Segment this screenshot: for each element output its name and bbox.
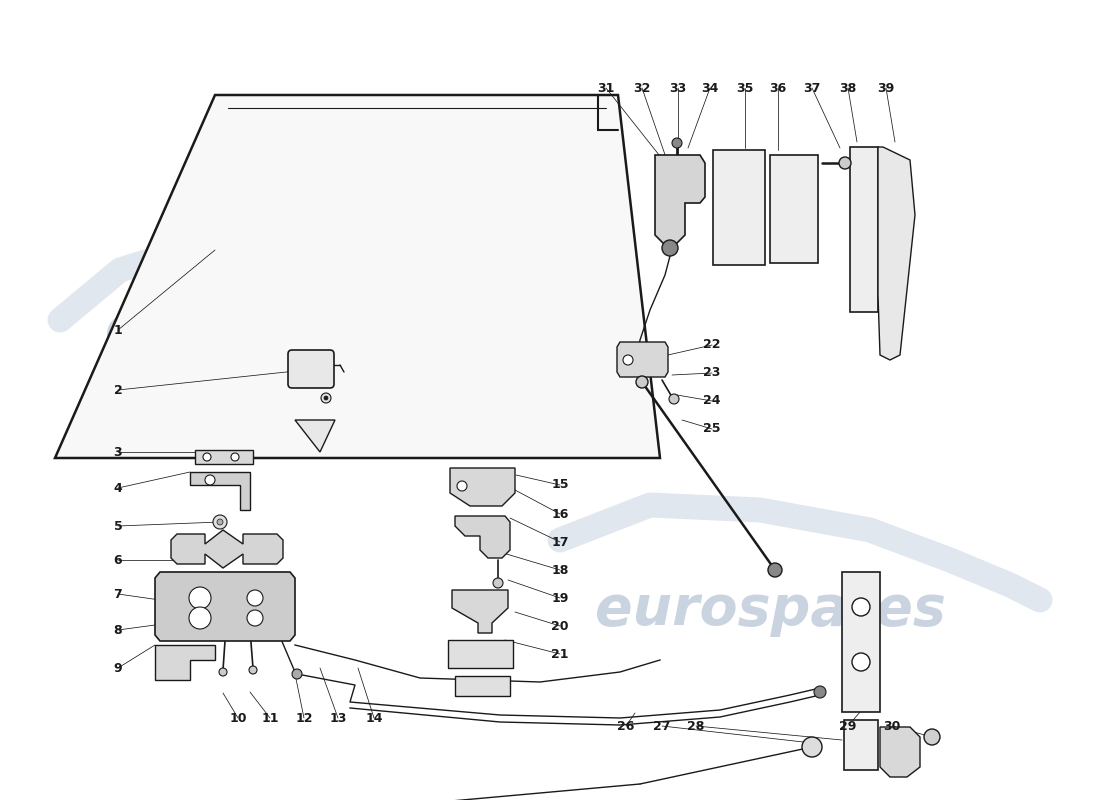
- Text: 25: 25: [703, 422, 720, 435]
- Text: 36: 36: [769, 82, 786, 94]
- Polygon shape: [452, 590, 508, 633]
- Bar: [770, 155, 818, 263]
- Text: 22: 22: [703, 338, 720, 351]
- Circle shape: [924, 729, 940, 745]
- Polygon shape: [170, 530, 283, 568]
- Polygon shape: [455, 516, 510, 558]
- Circle shape: [456, 481, 468, 491]
- Text: 21: 21: [551, 647, 569, 661]
- Text: 7: 7: [113, 587, 122, 601]
- Text: 33: 33: [670, 82, 686, 94]
- Polygon shape: [878, 147, 915, 360]
- Circle shape: [324, 396, 328, 400]
- Circle shape: [292, 669, 302, 679]
- Text: 5: 5: [113, 519, 122, 533]
- Text: 37: 37: [803, 82, 821, 94]
- Bar: [448, 640, 513, 668]
- Text: 11: 11: [262, 711, 278, 725]
- Circle shape: [669, 394, 679, 404]
- Text: eurospares: eurospares: [595, 583, 945, 637]
- Text: 23: 23: [703, 366, 720, 379]
- Circle shape: [636, 376, 648, 388]
- Text: 30: 30: [883, 719, 901, 733]
- Text: eurospares: eurospares: [104, 303, 455, 357]
- Polygon shape: [617, 342, 668, 377]
- Circle shape: [672, 138, 682, 148]
- Text: 4: 4: [113, 482, 122, 494]
- Circle shape: [217, 519, 223, 525]
- Circle shape: [189, 607, 211, 629]
- Polygon shape: [295, 420, 336, 452]
- Text: 17: 17: [551, 535, 569, 549]
- Bar: [455, 676, 510, 696]
- Text: 10: 10: [229, 711, 246, 725]
- Polygon shape: [155, 645, 214, 680]
- Circle shape: [204, 453, 211, 461]
- Circle shape: [249, 666, 257, 674]
- Bar: [713, 150, 764, 265]
- Circle shape: [248, 610, 263, 626]
- Text: 26: 26: [617, 719, 635, 733]
- Bar: [842, 572, 880, 712]
- Text: 13: 13: [329, 711, 346, 725]
- Text: 28: 28: [688, 719, 705, 733]
- Circle shape: [768, 563, 782, 577]
- Circle shape: [852, 653, 870, 671]
- Polygon shape: [880, 727, 920, 777]
- Text: 16: 16: [551, 507, 569, 521]
- Circle shape: [205, 475, 214, 485]
- Polygon shape: [654, 155, 705, 245]
- Text: 39: 39: [878, 82, 894, 94]
- Text: 32: 32: [634, 82, 651, 94]
- Text: 1: 1: [113, 323, 122, 337]
- Text: 18: 18: [551, 563, 569, 577]
- Text: 14: 14: [365, 711, 383, 725]
- Text: 15: 15: [551, 478, 569, 491]
- Circle shape: [321, 393, 331, 403]
- Text: 3: 3: [113, 446, 122, 458]
- Circle shape: [189, 587, 211, 609]
- Bar: [844, 720, 878, 770]
- Circle shape: [248, 590, 263, 606]
- Text: 24: 24: [703, 394, 720, 407]
- Text: 34: 34: [702, 82, 718, 94]
- Circle shape: [852, 598, 870, 616]
- Text: 8: 8: [113, 623, 122, 637]
- Circle shape: [839, 157, 851, 169]
- Polygon shape: [155, 572, 295, 641]
- Text: 35: 35: [736, 82, 754, 94]
- Text: 19: 19: [551, 591, 569, 605]
- Text: 2: 2: [113, 383, 122, 397]
- Text: 20: 20: [551, 619, 569, 633]
- Bar: [195, 450, 253, 464]
- FancyBboxPatch shape: [288, 350, 334, 388]
- Text: 12: 12: [295, 711, 312, 725]
- Text: 9: 9: [113, 662, 122, 674]
- Text: 6: 6: [113, 554, 122, 566]
- Text: 27: 27: [653, 719, 671, 733]
- Circle shape: [219, 668, 227, 676]
- Polygon shape: [55, 95, 660, 458]
- Circle shape: [802, 737, 822, 757]
- Circle shape: [662, 240, 678, 256]
- Polygon shape: [450, 468, 515, 506]
- Bar: [850, 147, 878, 312]
- Text: 38: 38: [839, 82, 857, 94]
- Polygon shape: [190, 472, 250, 510]
- Circle shape: [493, 578, 503, 588]
- Circle shape: [213, 515, 227, 529]
- Circle shape: [814, 686, 826, 698]
- Circle shape: [623, 355, 632, 365]
- Circle shape: [231, 453, 239, 461]
- Text: 29: 29: [839, 719, 857, 733]
- Text: 31: 31: [597, 82, 615, 94]
